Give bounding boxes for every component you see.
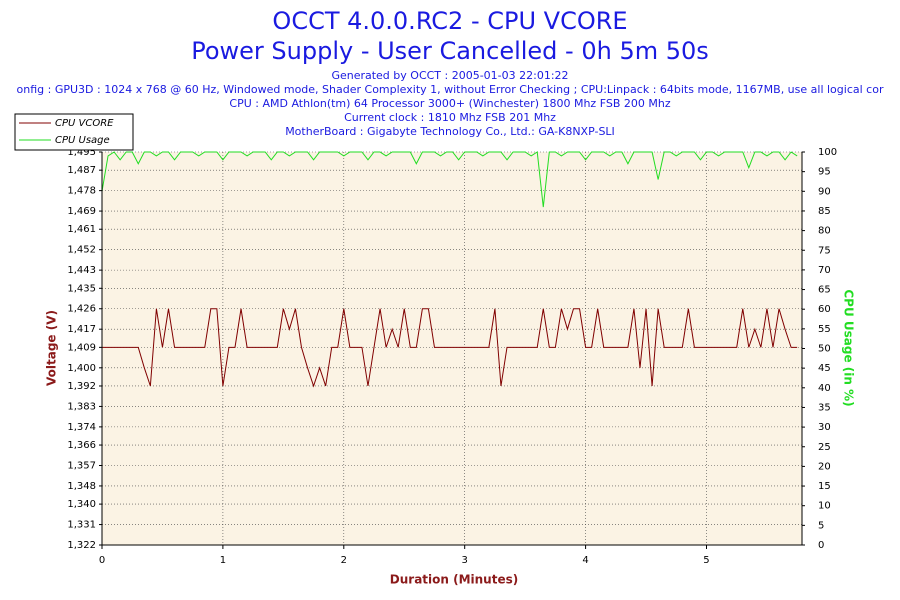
y2-tick-label: 75: [818, 245, 831, 256]
y2-tick-label: 20: [818, 461, 831, 472]
y2-tick-label: 10: [818, 501, 831, 512]
y-tick-label: 1,435: [67, 283, 96, 294]
y2-tick-label: 65: [818, 285, 831, 296]
y2-tick-label: 35: [818, 402, 831, 413]
y-tick-label: 1,322: [67, 540, 96, 551]
y-tick-label: 1,340: [67, 499, 96, 510]
x-tick-label: 2: [341, 555, 347, 566]
y-tick-label: 1,495: [67, 147, 96, 158]
y2-tick-label: 30: [818, 422, 831, 433]
legend-label: CPU Usage: [55, 135, 110, 146]
y-tick-label: 1,426: [67, 304, 96, 315]
y2-tick-label: 80: [818, 226, 831, 237]
y-tick-label: 1,366: [67, 440, 96, 451]
y-tick-label: 1,400: [67, 363, 96, 374]
y-tick-label: 1,331: [67, 520, 96, 531]
y-tick-label: 1,417: [67, 324, 96, 335]
x-tick-label: 3: [462, 555, 468, 566]
y-tick-label: 1,409: [67, 342, 96, 353]
y-tick-label: 1,487: [67, 165, 96, 176]
series-line: [101, 151, 798, 208]
y-tick-label: 1,469: [67, 206, 96, 217]
info-line: MotherBoard : Gigabyte Technology Co., L…: [285, 125, 615, 138]
y-tick-label: 1,461: [67, 224, 96, 235]
y-tick-label: 1,383: [67, 401, 96, 412]
x-tick-label: 4: [582, 555, 588, 566]
series-line: [102, 308, 798, 388]
y2-tick-label: 45: [818, 363, 831, 374]
plot-area: [102, 152, 802, 545]
y2-tick-label: 85: [818, 206, 831, 217]
y2-tick-label: 25: [818, 442, 831, 453]
y2-tick-label: 50: [818, 344, 831, 355]
y-tick-label: 1,392: [67, 381, 96, 392]
chart-subtitle: Power Supply - User Cancelled - 0h 5m 50…: [191, 37, 709, 65]
y2-tick-label: 100: [818, 147, 837, 158]
x-tick-label: 0: [99, 555, 105, 566]
x-axis-label: Duration (Minutes): [390, 573, 518, 587]
legend-label: CPU VCORE: [55, 118, 114, 129]
chart-title: OCCT 4.0.0.RC2 - CPU VCORE: [272, 7, 627, 35]
legend-box: [14, 113, 134, 151]
y-tick-label: 1,374: [67, 422, 96, 433]
y2-tick-label: 90: [818, 186, 831, 197]
y2-axis-label: CPU Usage (in %): [842, 289, 856, 406]
y-axis-label: Voltage (V): [45, 310, 59, 386]
y2-tick-label: 15: [818, 481, 831, 492]
info-line: Generated by OCCT : 2005-01-03 22:01:22: [331, 69, 568, 82]
y2-tick-label: 60: [818, 304, 831, 315]
y2-tick-label: 0: [818, 540, 824, 551]
y-tick-label: 1,348: [67, 481, 96, 492]
y2-tick-label: 95: [818, 167, 831, 178]
y-tick-label: 1,357: [67, 460, 96, 471]
info-line: onfig : GPU3D : 1024 x 768 @ 60 Hz, Wind…: [17, 83, 884, 96]
y2-tick-label: 5: [818, 520, 824, 531]
y-tick-label: 1,452: [67, 245, 96, 256]
info-line: Current clock : 1810 Mhz FSB 201 Mhz: [344, 111, 556, 124]
info-line: CPU : AMD Athlon(tm) 64 Processor 3000+ …: [229, 97, 670, 110]
y-tick-label: 1,478: [67, 186, 96, 197]
y2-tick-label: 55: [818, 324, 831, 335]
x-tick-label: 1: [220, 555, 226, 566]
y-tick-label: 1,443: [67, 265, 96, 276]
y2-tick-label: 40: [818, 383, 831, 394]
y2-tick-label: 70: [818, 265, 831, 276]
x-tick-label: 5: [703, 555, 709, 566]
